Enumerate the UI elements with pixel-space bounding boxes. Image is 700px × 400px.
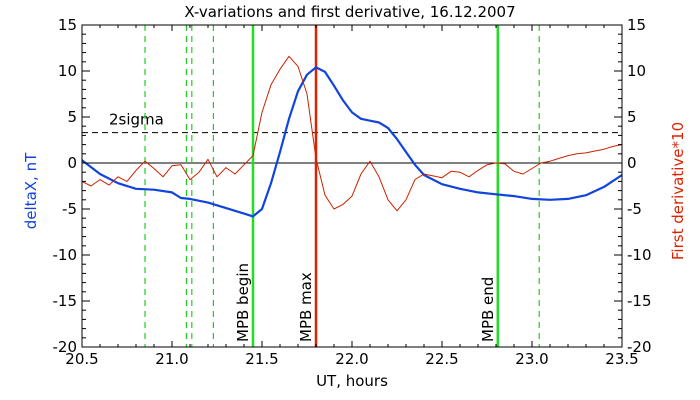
threshold-label: 2sigma — [109, 111, 164, 129]
y2-axis-label: First derivative*10 — [669, 122, 687, 260]
y-tick-label: 10 — [58, 62, 77, 80]
plot-area: 2sigma MPB begin MPB max MPB end 20.5 21.0 21.… — [53, 16, 652, 368]
x-tick-label: 21.0 — [155, 350, 188, 368]
y-tick-label: -20 — [53, 338, 78, 356]
y-tick-label: -15 — [53, 292, 78, 310]
y-tick-label: 5 — [67, 108, 77, 126]
y-tick-label: 0 — [67, 154, 77, 172]
y-axis-label: deltaX, nT — [22, 152, 40, 229]
x-tick-label: 21.5 — [245, 350, 278, 368]
y-tick-label: -5 — [62, 200, 77, 218]
plot-frame — [81, 24, 623, 348]
y2-tick-label: -15 — [627, 292, 652, 310]
y2-tick-label: 15 — [627, 16, 646, 34]
y2-tick-label: 0 — [627, 154, 637, 172]
y2-tick-label: -5 — [627, 200, 642, 218]
x-tick-label: 22.0 — [335, 350, 368, 368]
y2-tick-label: -20 — [627, 338, 652, 356]
y-tick-label: -10 — [53, 246, 78, 264]
marker-label: MPB end — [479, 277, 497, 342]
x-tick-label: 23.5 — [605, 350, 638, 368]
y2-tick-label: -10 — [627, 246, 652, 264]
x-tick-label: 22.5 — [425, 350, 458, 368]
y2-tick-label: 10 — [627, 62, 646, 80]
series-line — [81, 55, 623, 212]
y2-tick-label: 5 — [627, 108, 637, 126]
y-tick-label: 15 — [58, 16, 77, 34]
x-axis-label: UT, hours — [316, 372, 388, 390]
series-line — [81, 66, 623, 218]
chart-title: X-variations and first derivative, 16.12… — [184, 3, 515, 21]
marker-label: MPB begin — [234, 263, 252, 342]
x-tick-label: 23.0 — [515, 350, 548, 368]
x-tick-label: 20.5 — [65, 350, 98, 368]
marker-label: MPB max — [297, 272, 315, 342]
